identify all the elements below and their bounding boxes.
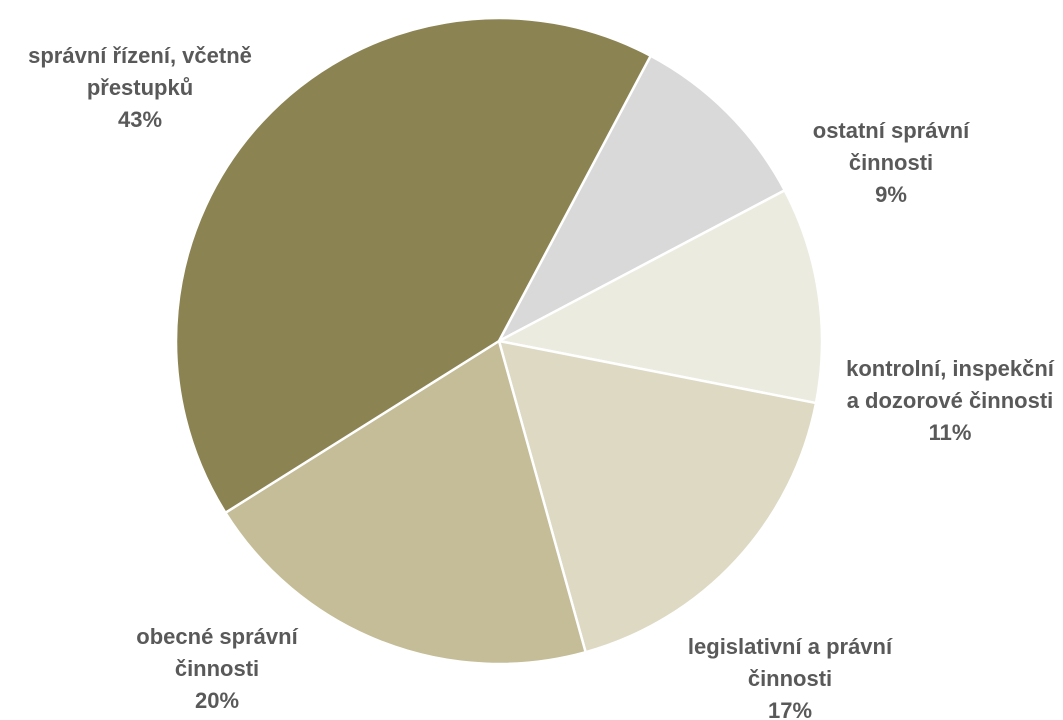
- slice-label-2: kontrolní, inspekční a dozorové činnosti 1…: [846, 356, 1055, 445]
- pie-labels: ostatní správní činnosti 9% kontrolní, insp…: [28, 43, 1055, 720]
- slice-label-line: kontrolní, inspekční: [846, 356, 1055, 381]
- pie-slice-4: [223, 339, 588, 666]
- slice-label-3: legislativní a právní činnosti 17%: [688, 634, 893, 720]
- pie-slice-1: [495, 54, 787, 345]
- slice-label-line: a dozorové činnosti: [847, 388, 1054, 413]
- slice-label-line: ostatní správní: [813, 118, 970, 143]
- slice-percent: 17%: [768, 698, 812, 720]
- slice-percent: 11%: [929, 420, 972, 445]
- slice-label-1: ostatní správní činnosti 9%: [813, 118, 970, 207]
- slice-label-line: správní řízení, včetně: [28, 43, 252, 68]
- slice-percent: 43%: [118, 107, 162, 132]
- slice-label-5: správní řízení, včetně přestupků 43%: [28, 43, 252, 132]
- pie-slice-3: [497, 339, 818, 654]
- slice-label-line: obecné správní: [136, 624, 298, 649]
- slice-percent: 20%: [195, 688, 239, 713]
- slice-label-line: činnosti: [849, 150, 933, 175]
- slice-label-4: obecné správní činnosti 20%: [136, 624, 298, 713]
- pie-slice-2: [495, 188, 824, 405]
- slice-label-line: činnosti: [748, 666, 832, 691]
- slice-percent: 9%: [875, 182, 907, 207]
- slice-label-line: přestupků: [87, 75, 193, 100]
- pie-slices: [174, 16, 824, 666]
- slice-label-line: legislativní a právní: [688, 634, 893, 659]
- slice-label-line: činnosti: [175, 656, 259, 681]
- pie-slice-5: [174, 16, 653, 515]
